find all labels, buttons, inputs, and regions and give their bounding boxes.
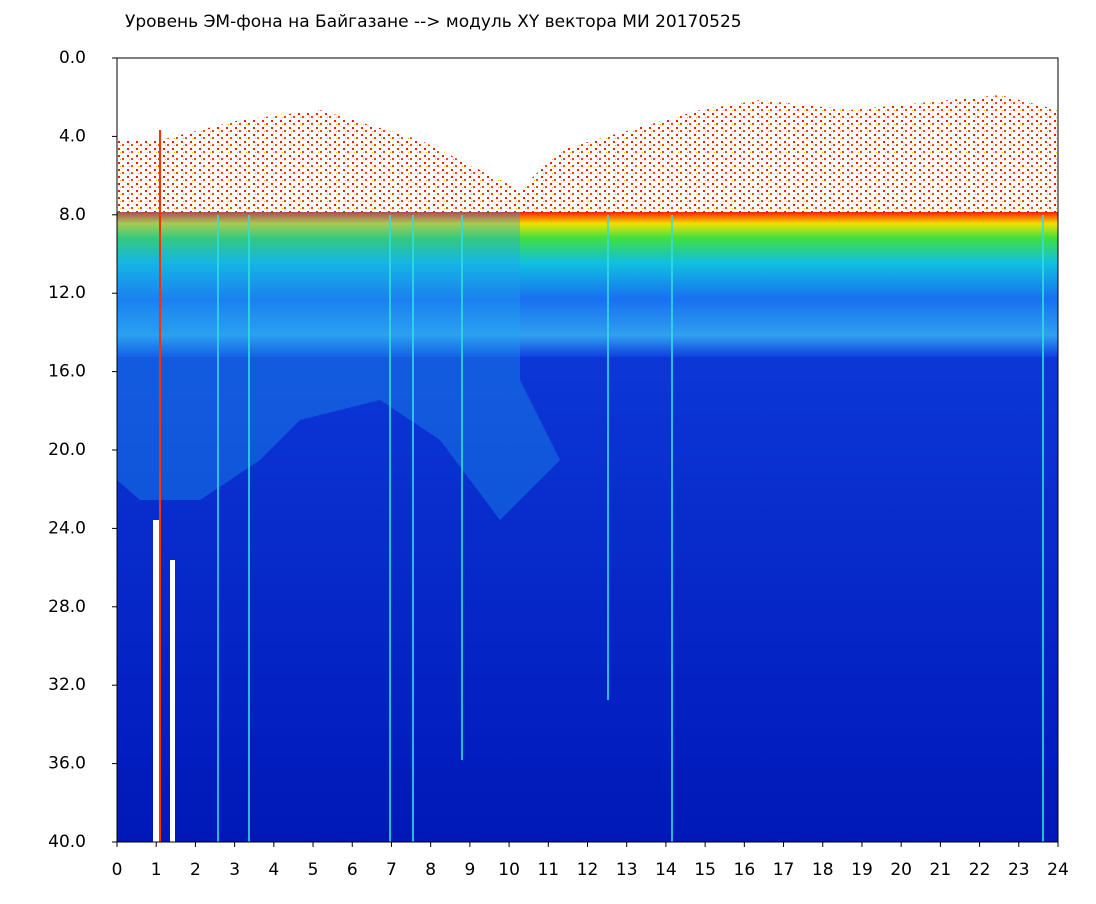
- speckle: [117, 95, 1058, 215]
- x-tick-label: 14: [655, 860, 677, 880]
- x-tick-label: 17: [773, 860, 795, 880]
- x-tick-label: 24: [1047, 860, 1069, 880]
- y-tick-label: 28.0: [48, 597, 86, 617]
- y-tick-label: 12.0: [48, 283, 86, 303]
- y-tick-label: 16.0: [48, 362, 86, 382]
- y-tick-label: 40.0: [48, 832, 86, 852]
- gap: [170, 560, 175, 842]
- x-tick-label: 0: [112, 860, 123, 880]
- y-tick-label: 24.0: [48, 518, 86, 538]
- x-tick-label: 5: [308, 860, 319, 880]
- x-tick-label: 16: [734, 860, 756, 880]
- x-tick-label: 9: [464, 860, 475, 880]
- x-tick-label: 19: [851, 860, 873, 880]
- y-tick-label: 20.0: [48, 440, 86, 460]
- x-tick-label: 4: [268, 860, 279, 880]
- x-tick-label: 6: [347, 860, 358, 880]
- gap: [153, 520, 159, 842]
- x-tick-label: 15: [694, 860, 716, 880]
- spread: [117, 212, 560, 520]
- x-tick-label: 11: [537, 860, 559, 880]
- x-tick-label: 3: [229, 860, 240, 880]
- x-tick-label: 22: [969, 860, 991, 880]
- x-tick-label: 7: [386, 860, 397, 880]
- x-tick-label: 13: [616, 860, 638, 880]
- x-tick-label: 1: [151, 860, 162, 880]
- x-tick-label: 23: [1008, 860, 1030, 880]
- x-tick-label: 2: [190, 860, 201, 880]
- x-tick-label: 10: [498, 860, 520, 880]
- x-tick-label: 21: [930, 860, 952, 880]
- stripes: [217, 215, 1044, 842]
- chart-title: Уровень ЭМ-фона на Байгазане --> модуль …: [125, 12, 742, 32]
- x-tick-label: 8: [425, 860, 436, 880]
- x-tick-label: 18: [812, 860, 834, 880]
- y-tick-label: 0.0: [59, 48, 86, 68]
- y-tick-label: 8.0: [59, 205, 86, 225]
- band: [117, 212, 1058, 357]
- x-tick-label: 20: [890, 860, 912, 880]
- heatmap-image: [117, 58, 1058, 842]
- y-tick-label: 36.0: [48, 754, 86, 774]
- y-tick-label: 4.0: [59, 126, 86, 146]
- x-tick-label: 12: [577, 860, 599, 880]
- y-tick-label: 32.0: [48, 675, 86, 695]
